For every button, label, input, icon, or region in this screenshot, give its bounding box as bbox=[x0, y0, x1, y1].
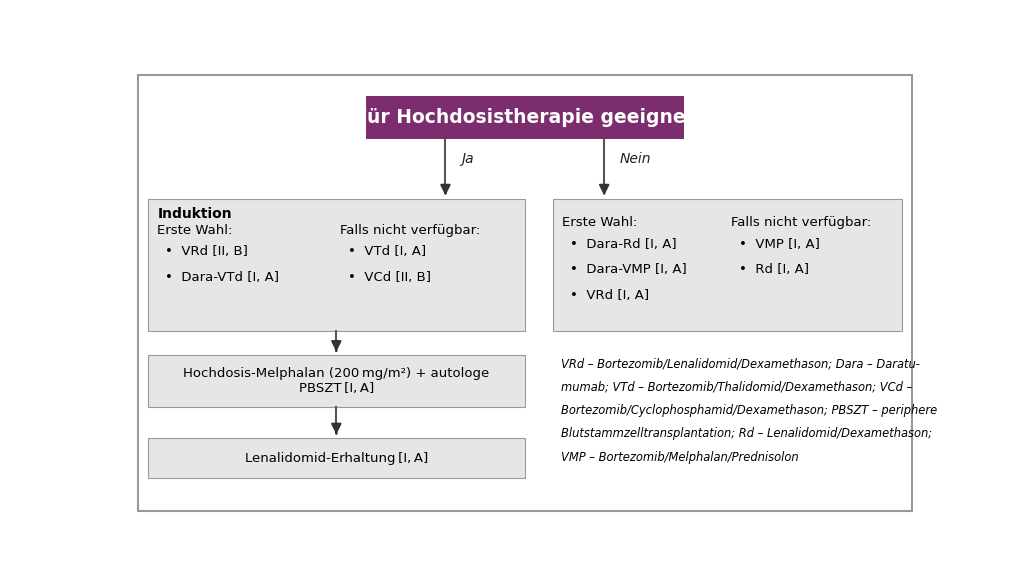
Text: •  VCd [II, B]: • VCd [II, B] bbox=[348, 271, 431, 284]
Text: VMP – Bortezomib/Melphalan/Prednisolon: VMP – Bortezomib/Melphalan/Prednisolon bbox=[560, 451, 798, 463]
Text: Blutstammzelltransplantation; Rd – Lenalidomid/Dexamethason;: Blutstammzelltransplantation; Rd – Lenal… bbox=[560, 427, 932, 440]
Text: Bortezomib/Cyclophosphamid/Dexamethason; PBSZT – periphere: Bortezomib/Cyclophosphamid/Dexamethason;… bbox=[560, 404, 937, 417]
Text: VRd – Bortezomib/Lenalidomid/Dexamethason; Dara – Daratu-: VRd – Bortezomib/Lenalidomid/Dexamethaso… bbox=[560, 358, 920, 371]
Bar bbox=[147, 356, 524, 407]
Text: •  Dara-Rd [I, A]: • Dara-Rd [I, A] bbox=[570, 238, 677, 251]
Text: Induktion: Induktion bbox=[158, 207, 232, 221]
Text: Erste Wahl:: Erste Wahl: bbox=[562, 216, 638, 229]
Text: •  Dara-VTd [I, A]: • Dara-VTd [I, A] bbox=[165, 271, 280, 284]
Text: Erste Wahl:: Erste Wahl: bbox=[158, 224, 232, 237]
Bar bbox=[553, 199, 902, 331]
Text: mumab; VTd – Bortezomib/Thalidomid/Dexamethason; VCd –: mumab; VTd – Bortezomib/Thalidomid/Dexam… bbox=[560, 381, 911, 394]
Text: •  Dara-VMP [I, A]: • Dara-VMP [I, A] bbox=[570, 263, 687, 276]
Text: Für Hochdosistherapie geeignet: Für Hochdosistherapie geeignet bbox=[355, 108, 694, 127]
Text: •  VRd [II, B]: • VRd [II, B] bbox=[165, 245, 248, 258]
Text: Lenalidomid-Erhaltung [I, A]: Lenalidomid-Erhaltung [I, A] bbox=[245, 452, 428, 465]
Text: Falls nicht verfügbar:: Falls nicht verfügbar: bbox=[731, 216, 871, 229]
Text: Ja: Ja bbox=[462, 152, 474, 166]
Bar bbox=[147, 199, 524, 331]
Text: •  VTd [I, A]: • VTd [I, A] bbox=[348, 245, 426, 258]
Text: Hochdosis-Melphalan (200 mg/m²) + autologe
PBSZT [I, A]: Hochdosis-Melphalan (200 mg/m²) + autolo… bbox=[183, 367, 489, 395]
Text: Nein: Nein bbox=[621, 152, 651, 166]
Text: Falls nicht verfügbar:: Falls nicht verfügbar: bbox=[340, 224, 480, 237]
Text: •  VRd [I, A]: • VRd [I, A] bbox=[570, 289, 649, 302]
Text: •  VMP [I, A]: • VMP [I, A] bbox=[739, 238, 820, 251]
Bar bbox=[367, 96, 684, 139]
Bar bbox=[147, 438, 524, 478]
Text: •  Rd [I, A]: • Rd [I, A] bbox=[739, 263, 809, 276]
